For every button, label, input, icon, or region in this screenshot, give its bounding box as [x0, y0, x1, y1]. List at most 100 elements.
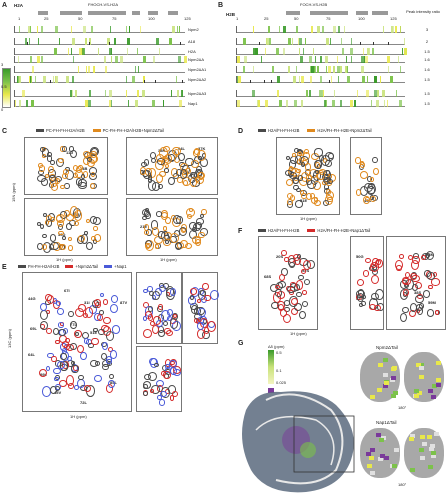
nmr-peak [416, 307, 423, 315]
nmr-peak [204, 294, 211, 302]
peak-label: 59M [428, 300, 436, 305]
legend-c: PC-FH-FH-H2A/H2B PC-FH-FH-H2A/H2B+Npm2ΔT… [36, 128, 164, 133]
nmr-peak [149, 357, 157, 366]
surface-patch [392, 391, 398, 396]
peak-label: 37K [198, 146, 206, 151]
nmr-peak [202, 282, 209, 290]
nmr-peak [67, 236, 73, 241]
surface-patch [377, 387, 383, 392]
peak-label: 68S [264, 274, 272, 279]
nmr-peak [296, 291, 302, 298]
nmr-peak [166, 309, 173, 316]
nmr-peak [74, 329, 82, 338]
nmr-peak [90, 150, 98, 159]
surface-patch [413, 394, 419, 399]
nmr-peak [421, 254, 427, 260]
surface-patch [383, 357, 389, 362]
residue-axis-b: 1 25 50 75 100 125 [236, 16, 397, 21]
nucleosome-structure [242, 391, 355, 493]
nmr-peak [62, 172, 69, 180]
nmr-peak [374, 304, 381, 312]
panel-label-a: A [2, 2, 8, 9]
nmr-peak [98, 328, 105, 336]
nmr-peak [279, 274, 286, 282]
peak-ratio: 1.6 [424, 57, 430, 62]
nmr-peak [356, 279, 365, 287]
nmr-peak [101, 341, 109, 350]
surface-patch [420, 455, 426, 460]
surface-patch [427, 388, 433, 393]
nmr-peak [48, 165, 54, 173]
nmr-peak [296, 168, 301, 174]
label-nap1: Nap1ΔTail [376, 420, 397, 425]
nmr-peak [402, 288, 409, 297]
nmr-peak [84, 307, 94, 319]
nmr-peak [57, 361, 66, 370]
nmr-peak [301, 162, 306, 168]
nmr-peak [409, 273, 417, 281]
nmr-peak [163, 370, 171, 380]
xaxis-c2: 1H (ppm) [160, 257, 177, 262]
nmr-peak [313, 199, 321, 207]
nmr-peak [155, 210, 162, 217]
nmr-peak [198, 231, 205, 239]
nmr-peak [42, 212, 47, 217]
intensity-track [14, 66, 185, 73]
nmr-peak [107, 379, 116, 389]
nmr-peak [197, 156, 203, 160]
intensity-track [14, 76, 185, 83]
nmr-peak [303, 279, 310, 286]
nmr-peak [49, 234, 57, 242]
nmr-peak [365, 257, 371, 263]
nmr-peak [59, 353, 67, 360]
nmr-peak [80, 234, 88, 244]
nmr-peak [70, 150, 77, 159]
nmr-peak [90, 216, 98, 224]
nmr-peak [106, 358, 113, 365]
nmr-peak [199, 213, 205, 219]
surface-patch [378, 438, 384, 443]
peak-label: 69L [30, 326, 37, 331]
nmr-peak [283, 314, 291, 324]
surface-patch [384, 455, 390, 460]
nmr-peak [306, 173, 313, 182]
nmr-peak [426, 272, 436, 280]
surface-patch [384, 381, 390, 386]
nmr-peak [201, 209, 207, 216]
nmr-peak [151, 325, 159, 335]
nmr-peak [70, 343, 78, 351]
scale-top: 3 [1, 62, 4, 67]
surface-patch [418, 374, 424, 379]
nmr-peak [367, 186, 376, 195]
nmr-peak [296, 158, 303, 166]
surface-patch [379, 453, 385, 458]
nmr-peak [142, 329, 152, 339]
peak-label: 51E [90, 330, 98, 335]
nmr-peak [179, 169, 188, 179]
panel-label-e: E [2, 264, 7, 271]
nmr-peak [192, 235, 201, 244]
nmr-peak [78, 303, 86, 312]
nmr-peak [84, 230, 89, 236]
nmr-peak [178, 226, 187, 236]
nmr-peak [58, 322, 64, 328]
nmr-peak [326, 190, 335, 201]
peak-ratio: 2 [425, 39, 429, 44]
row-label: A18 [188, 39, 196, 44]
intensity-track [236, 26, 405, 33]
intensity-track [236, 38, 405, 45]
nmr-peak [365, 196, 370, 202]
nmr-peak [158, 399, 166, 406]
nmr-peak [171, 390, 179, 398]
nmr-peak [57, 157, 64, 164]
delta-scale-mid: 0.1 [276, 368, 282, 373]
peak-ratio: 1.5 [424, 77, 430, 82]
nmr-peak [293, 302, 302, 311]
nmr-peak [162, 283, 169, 290]
scale-title-g: Δδ (ppm) [268, 344, 285, 349]
peak-ratio: 1.5 [424, 101, 430, 106]
xaxis-f: 1H (ppm) [290, 331, 307, 336]
histone-label-h2a: H2A [14, 3, 24, 8]
nmr-peak [38, 368, 48, 378]
nmr-peak [280, 249, 287, 257]
